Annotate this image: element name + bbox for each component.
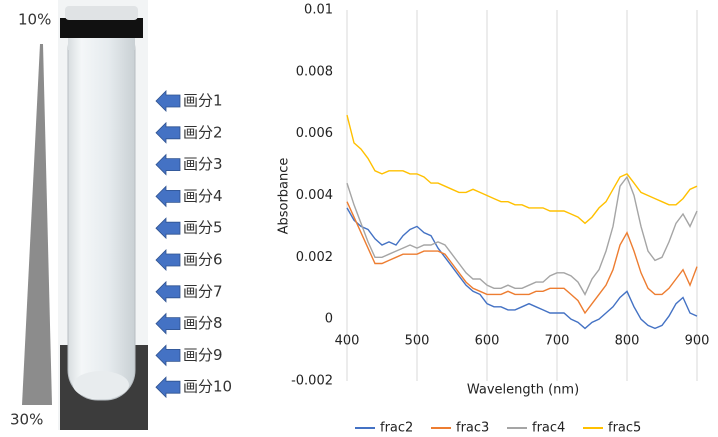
x-tick-label: 400: [335, 334, 360, 349]
fraction-label: 画分9: [183, 346, 223, 364]
fraction-label: 画分3: [183, 155, 223, 173]
tube: [68, 20, 135, 400]
fraction-label: 画分4: [183, 187, 223, 205]
arrow: [156, 314, 180, 334]
series-line: [347, 208, 697, 329]
y-tick-label: 0: [325, 312, 333, 327]
fraction-label: 画分5: [183, 219, 223, 237]
arrow: [156, 345, 180, 365]
y-axis-label: Absorbance: [277, 158, 292, 235]
x-tick-label: 800: [615, 334, 640, 349]
gradient-top: 10%: [18, 11, 51, 29]
x-tick-label: 500: [405, 334, 430, 349]
arrow: [156, 282, 180, 302]
gradient-bottom: 30%: [10, 411, 43, 429]
fraction-label: 画分8: [183, 314, 223, 332]
fraction-label: 画分7: [183, 282, 223, 300]
y-tick-label: 0.004: [296, 188, 333, 203]
fraction-label: 画分6: [183, 251, 223, 269]
tube-cap: [60, 18, 143, 38]
arrow: [156, 377, 180, 397]
gradient-wedge: [22, 44, 52, 405]
arrow: [156, 123, 180, 143]
y-tick-label: 0.002: [296, 250, 333, 265]
y-tick-label: 0.008: [296, 64, 333, 79]
arrow: [156, 155, 180, 175]
arrow: [156, 218, 180, 238]
legend-label: frac3: [456, 421, 489, 436]
y-tick-label: 0.01: [304, 3, 333, 18]
legend-label: frac4: [532, 421, 565, 436]
y-tick-label: -0.002: [291, 374, 333, 389]
tube-rim: [65, 6, 138, 20]
fraction-label: 画分10: [183, 378, 232, 396]
figure: 10% 30% 画分1画分2画分3画分4画分5画分6画分7画分8画分9画分10 …: [0, 0, 718, 437]
fraction-label: 画分2: [183, 123, 223, 141]
x-tick-label: 900: [685, 334, 710, 349]
y-tick-label: 0.006: [296, 126, 333, 141]
x-tick-label: 700: [545, 334, 570, 349]
arrow: [156, 186, 180, 206]
arrow: [156, 91, 180, 111]
series-line: [347, 202, 697, 313]
chart: Absorbance Wavelength (nm) -0.002 0 0.002 0…: [277, 3, 710, 436]
x-axis-label: Wavelength (nm): [467, 383, 579, 398]
x-tick-label: 600: [475, 334, 500, 349]
tube-tip: [73, 371, 129, 399]
series-line: [347, 115, 697, 223]
legend-label: frac2: [380, 421, 413, 436]
arrow: [156, 250, 180, 270]
legend-label: frac5: [608, 421, 641, 436]
fraction-label: 画分1: [183, 92, 223, 110]
fraction-arrows: 画分1 画分2 画分3 画分4 画分5 画分6 画分7 画分8 画分9 画分10: [156, 91, 232, 397]
